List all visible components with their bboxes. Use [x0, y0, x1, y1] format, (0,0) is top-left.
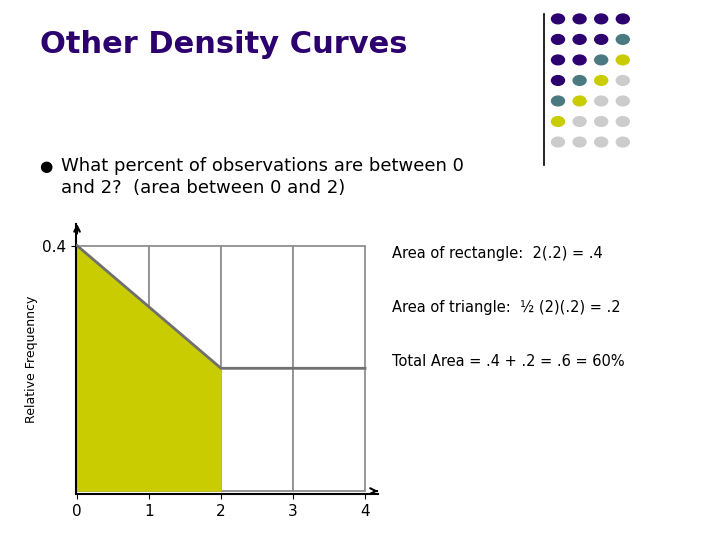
Bar [221, 246, 293, 368]
Bar [149, 368, 221, 491]
Bar [77, 368, 149, 491]
Text: Total Area = .4 + .2 = .6 = 60%: Total Area = .4 + .2 = .6 = 60% [392, 354, 625, 369]
Text: Other Density Curves: Other Density Curves [40, 30, 407, 59]
Text: Area of triangle:  ½ (2)(.2) = .2: Area of triangle: ½ (2)(.2) = .2 [392, 300, 621, 315]
Bar [149, 246, 221, 368]
Y-axis label: Relative Frequenncy: Relative Frequenncy [24, 295, 37, 423]
Text: ●: ● [40, 159, 53, 174]
Text: What percent of observations are between 0: What percent of observations are between… [61, 157, 464, 174]
Bar [77, 246, 149, 368]
Polygon shape [77, 246, 221, 491]
Text: Area of rectangle:  2(.2) = .4: Area of rectangle: 2(.2) = .4 [392, 246, 603, 261]
Bar [221, 368, 293, 491]
Text: and 2?  (area between 0 and 2): and 2? (area between 0 and 2) [61, 179, 346, 197]
Bar [293, 246, 365, 368]
Bar [293, 368, 365, 491]
